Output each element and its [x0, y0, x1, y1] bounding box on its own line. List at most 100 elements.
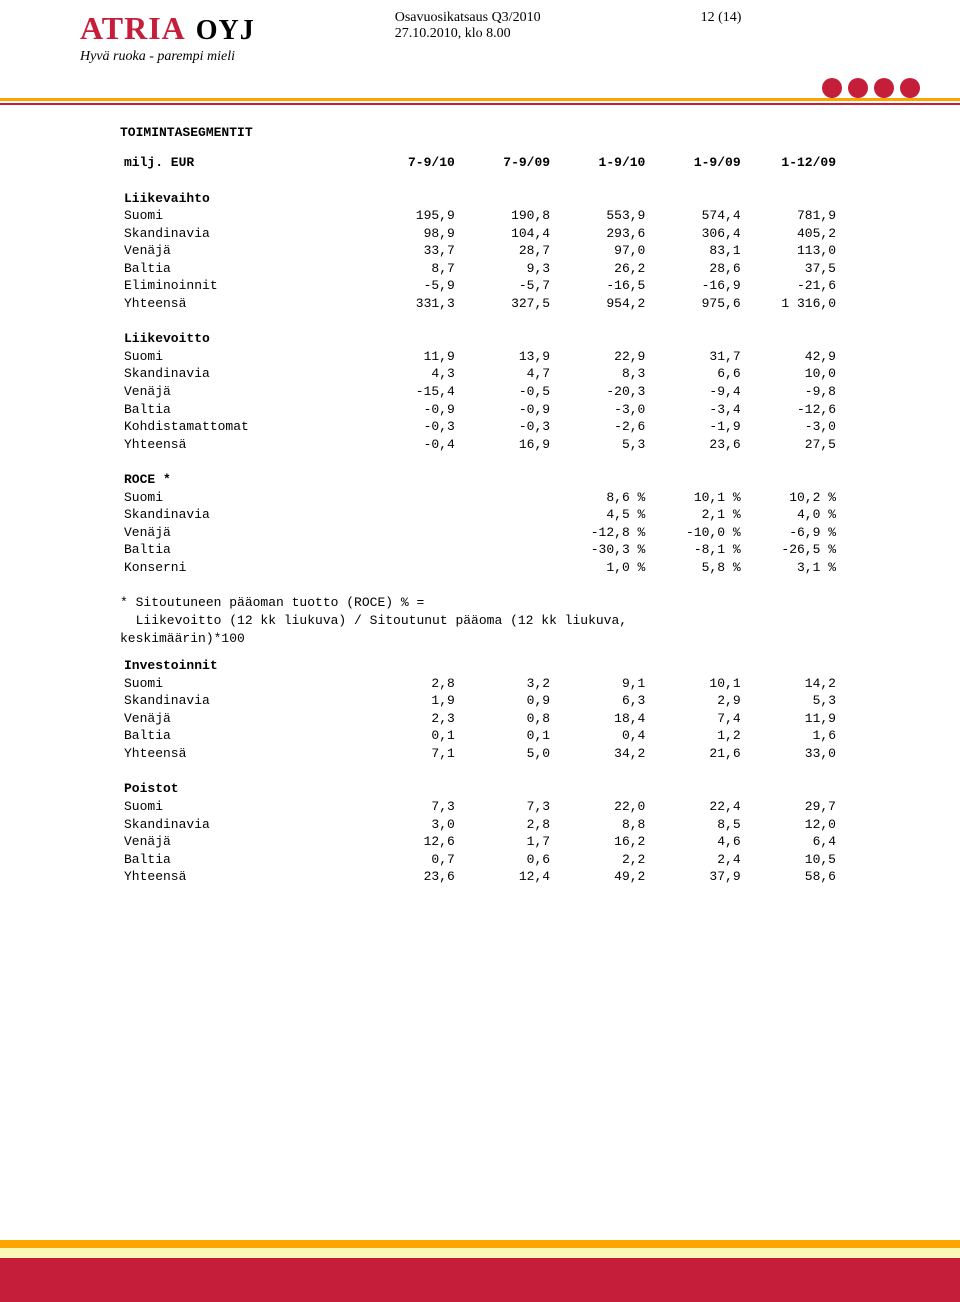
cell: 2,9 — [649, 692, 744, 710]
cell: 22,0 — [554, 798, 649, 816]
tagline: Hyvä ruoka - parempi mieli — [80, 49, 255, 65]
cell: 195,9 — [364, 207, 459, 225]
cell: 11,9 — [745, 710, 840, 728]
cell: 1,6 — [745, 727, 840, 745]
doc-meta: Osavuosikatsaus Q3/2010 12 (14) 27.10.20… — [395, 10, 742, 42]
cell: 2,3 — [364, 710, 459, 728]
cell: 574,4 — [649, 207, 744, 225]
section-title: TOIMINTASEGMENTIT — [120, 125, 880, 140]
cell: 8,3 — [554, 365, 649, 383]
total-cell: 33,0 — [745, 745, 840, 763]
page-number: 12 (14) — [701, 10, 742, 26]
total-cell: 37,9 — [649, 868, 744, 886]
cell: 9,1 — [554, 675, 649, 693]
footnote-l3: keskimäärin)*100 — [120, 630, 880, 648]
cell: -16,5 — [554, 277, 649, 295]
cell: 26,2 — [554, 260, 649, 278]
cell: 2,2 — [554, 851, 649, 869]
cell: 6,3 — [554, 692, 649, 710]
roce-cell: -6,9 % — [745, 524, 840, 542]
cell: 10,1 — [649, 675, 744, 693]
cell: 28,7 — [459, 242, 554, 260]
cell: 3,2 — [459, 675, 554, 693]
cell: -16,9 — [649, 277, 744, 295]
roce-cell: -8,1 % — [649, 541, 744, 559]
cell: 104,4 — [459, 225, 554, 243]
data-group: InvestoinnitSuomi2,83,29,110,114,2Skandi… — [120, 657, 840, 762]
cell: 8,5 — [649, 816, 744, 834]
cell: 5,3 — [745, 692, 840, 710]
total-cell: 5,0 — [459, 745, 554, 763]
cell: -12,6 — [745, 401, 840, 419]
cell: 22,4 — [649, 798, 744, 816]
header-stripe — [0, 98, 960, 105]
cell: -3,4 — [649, 401, 744, 419]
roce-row-label: Skandinavia — [120, 506, 364, 524]
cell: -0,3 — [364, 418, 459, 436]
column-header-row: milj. EUR 7-9/10 7-9/09 1-9/10 1-9/09 1-… — [120, 154, 840, 172]
total-cell: 331,3 — [364, 295, 459, 313]
roce-cell: -30,3 % — [554, 541, 649, 559]
roce-title: ROCE * — [120, 471, 364, 489]
cell: 7,4 — [649, 710, 744, 728]
cell: -0,5 — [459, 383, 554, 401]
cell: 1,9 — [364, 692, 459, 710]
roce-cell: -26,5 % — [745, 541, 840, 559]
doc-title: Osavuosikatsaus Q3/2010 — [395, 10, 541, 26]
total-cell: 12,4 — [459, 868, 554, 886]
row-label: Baltia — [120, 851, 364, 869]
footer-cream — [0, 1248, 960, 1258]
row-label: Venäjä — [120, 710, 364, 728]
roce-cell: 8,6 % — [554, 489, 649, 507]
cell: -20,3 — [554, 383, 649, 401]
col-label: milj. EUR — [120, 154, 364, 172]
footer-red — [0, 1258, 960, 1302]
total-label: Yhteensä — [120, 295, 364, 313]
total-cell: 975,6 — [649, 295, 744, 313]
roce-cell: 10,2 % — [745, 489, 840, 507]
roce-row-label: Baltia — [120, 541, 364, 559]
col-2: 7-9/09 — [459, 154, 554, 172]
cell: -1,9 — [649, 418, 744, 436]
cell: 781,9 — [745, 207, 840, 225]
cell: 29,7 — [745, 798, 840, 816]
cell: 0,8 — [459, 710, 554, 728]
cell: 190,8 — [459, 207, 554, 225]
dot-icon — [874, 78, 894, 98]
roce-cell: 4,5 % — [554, 506, 649, 524]
cell: 10,0 — [745, 365, 840, 383]
row-label: Eliminoinnit — [120, 277, 364, 295]
cell: 0,7 — [364, 851, 459, 869]
roce-row-label: Suomi — [120, 489, 364, 507]
roce-cell: -10,0 % — [649, 524, 744, 542]
roce-row-label: Konserni — [120, 559, 364, 577]
cell: 98,9 — [364, 225, 459, 243]
col-3: 1-9/10 — [554, 154, 649, 172]
cell: 28,6 — [649, 260, 744, 278]
footnote: * Sitoutuneen pääoman tuotto (ROCE) % = … — [120, 594, 880, 647]
cell: -21,6 — [745, 277, 840, 295]
cell: 1,7 — [459, 833, 554, 851]
cell: 0,4 — [554, 727, 649, 745]
data-group: LiikevoittoSuomi11,913,922,931,742,9Skan… — [120, 330, 840, 453]
row-label: Baltia — [120, 260, 364, 278]
cell: 14,2 — [745, 675, 840, 693]
cell: 11,9 — [364, 348, 459, 366]
cell: 1,2 — [649, 727, 744, 745]
total-cell: 327,5 — [459, 295, 554, 313]
cell: 0,9 — [459, 692, 554, 710]
total-cell: 954,2 — [554, 295, 649, 313]
logo-sub: OYJ — [196, 15, 255, 47]
cell: 2,8 — [459, 816, 554, 834]
cell: 4,7 — [459, 365, 554, 383]
logo-block: ATRIA OYJ Hyvä ruoka - parempi mieli — [80, 10, 255, 65]
cell: 2,8 — [364, 675, 459, 693]
row-label: Baltia — [120, 727, 364, 745]
cell: 306,4 — [649, 225, 744, 243]
row-label: Skandinavia — [120, 816, 364, 834]
roce-cell: 1,0 % — [554, 559, 649, 577]
roce-cell: 2,1 % — [649, 506, 744, 524]
group-title: Liikevaihto — [120, 190, 364, 208]
dot-icon — [900, 78, 920, 98]
cell: 0,1 — [459, 727, 554, 745]
